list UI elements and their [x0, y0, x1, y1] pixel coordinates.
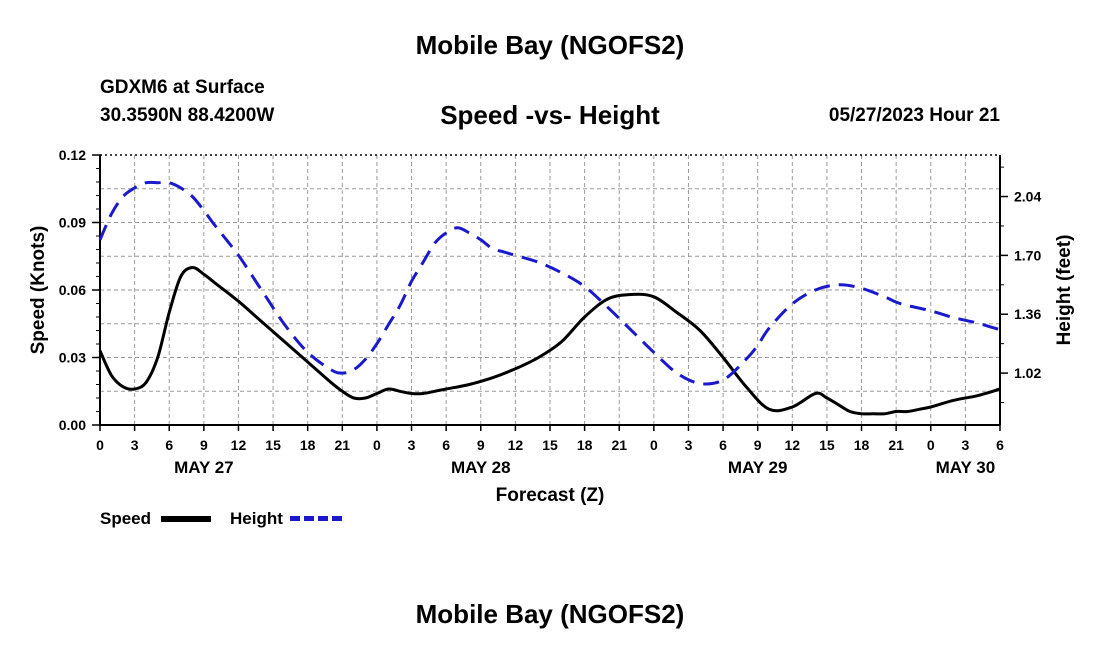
x-tick-label: 15	[542, 437, 558, 453]
x-tick-label: 12	[785, 437, 801, 453]
x-tick-label: 3	[131, 437, 139, 453]
y-right-tick-label: 2.04	[1014, 189, 1041, 205]
y-right-tick-label: 1.36	[1014, 306, 1041, 322]
x-axis-title: Forecast (Z)	[496, 485, 605, 506]
chart-title: Speed -vs- Height	[440, 100, 660, 130]
legend-speed-label: Speed	[100, 509, 152, 528]
x-tick-label: 0	[96, 437, 104, 453]
x-date-label: MAY 29	[728, 458, 788, 477]
x-tick-label: 18	[854, 437, 870, 453]
x-tick-label: 6	[442, 437, 450, 453]
height-series-line	[98, 180, 1001, 386]
x-tick-label: 9	[477, 437, 485, 453]
x-date-label: MAY 28	[451, 458, 511, 477]
x-tick-label: 9	[200, 437, 208, 453]
y-axis-left-title: Speed (Knots)	[28, 226, 49, 355]
legend-height-swatch	[290, 516, 342, 521]
x-tick-label: 21	[335, 437, 351, 453]
speed-series-line	[98, 266, 1001, 416]
x-tick-label: 21	[611, 437, 627, 453]
y-left-tick-label: 0.09	[59, 215, 86, 231]
forecast-datetime: 05/27/2023 Hour 21	[828, 105, 1000, 126]
x-tick-label: 6	[996, 437, 1004, 453]
x-tick-label: 0	[927, 437, 935, 453]
x-date-label: MAY 30	[936, 458, 996, 477]
x-tick-label: 18	[577, 437, 593, 453]
x-tick-label: 12	[508, 437, 524, 453]
x-tick-label: 6	[719, 437, 727, 453]
x-tick-label: 21	[888, 437, 904, 453]
y-left-tick-label: 0.12	[59, 147, 86, 163]
y-left-tick-label: 0.06	[59, 282, 86, 298]
page-title: Mobile Bay (NGOFS2)	[415, 30, 685, 60]
x-tick-label: 0	[373, 437, 381, 453]
x-tick-label: 12	[231, 437, 247, 453]
y-axis-right-title: Height (feet)	[1054, 235, 1075, 346]
x-tick-label: 9	[754, 437, 762, 453]
footer-title: Mobile Bay (NGOFS2)	[415, 599, 685, 629]
x-tick-label: 0	[650, 437, 658, 453]
x-tick-label: 18	[300, 437, 316, 453]
y-right-tick-label: 1.02	[1014, 365, 1041, 381]
legend-height-label: Height	[230, 509, 283, 528]
legend-speed-swatch	[161, 516, 211, 522]
y-right-tick-label: 1.70	[1014, 247, 1041, 263]
station-label: GDXM6 at Surface	[100, 77, 265, 98]
station-coordinates: 30.3590N 88.4200W	[100, 105, 275, 126]
y-left-tick-label: 0.00	[59, 417, 86, 433]
x-tick-label: 15	[265, 437, 281, 453]
x-tick-label: 3	[408, 437, 416, 453]
x-tick-label: 3	[961, 437, 969, 453]
x-tick-label: 15	[819, 437, 835, 453]
x-date-label: MAY 27	[174, 458, 234, 477]
x-tick-label: 3	[685, 437, 693, 453]
y-left-tick-label: 0.03	[59, 350, 86, 366]
x-tick-label: 6	[165, 437, 173, 453]
